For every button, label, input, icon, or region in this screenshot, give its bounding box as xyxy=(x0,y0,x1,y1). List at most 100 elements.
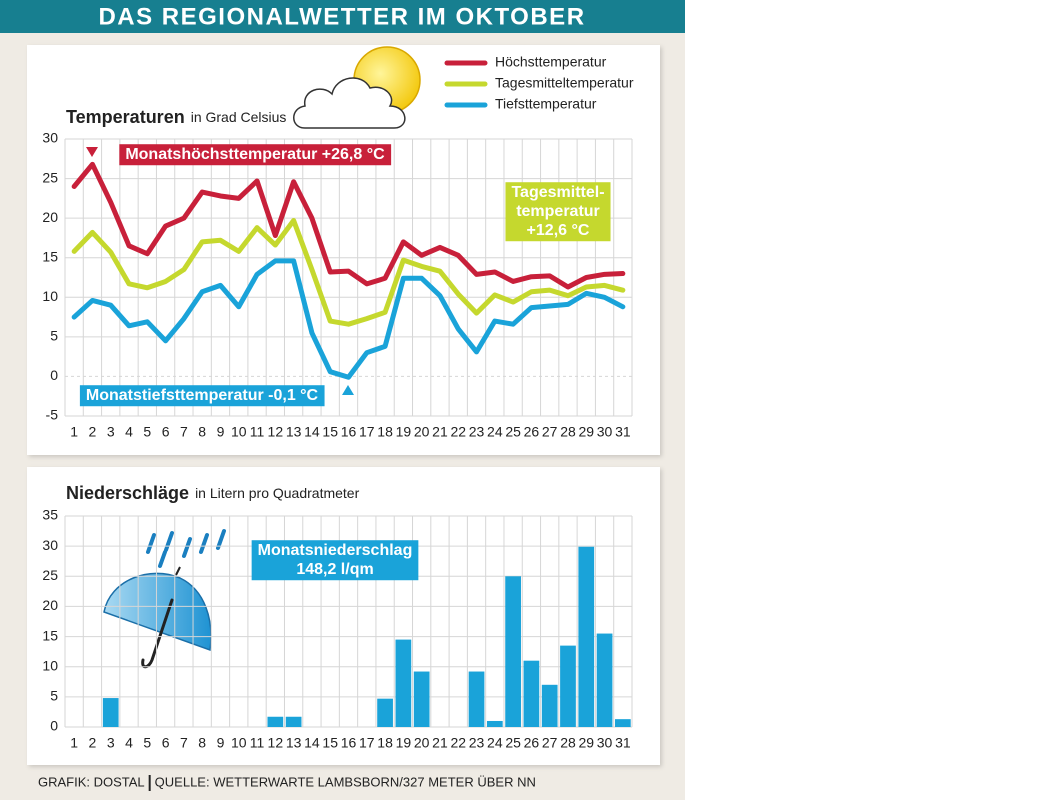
annotation-box xyxy=(79,385,325,407)
bar xyxy=(413,671,430,727)
x-tick-label: 21 xyxy=(432,424,448,440)
annotation-box xyxy=(251,540,419,581)
x-tick-label: 4 xyxy=(125,424,133,440)
legend-label: Tagesmitteltemperatur xyxy=(495,75,634,91)
legend-label: Tiefsttemperatur xyxy=(495,96,597,112)
x-tick-label: 2 xyxy=(89,735,97,751)
bar xyxy=(614,719,631,727)
x-tick-label: 18 xyxy=(377,424,393,440)
x-tick-label: 14 xyxy=(304,424,320,440)
x-tick-label: 15 xyxy=(322,735,338,751)
y-tick-label: 5 xyxy=(50,688,58,704)
annotation: Monatsniederschlag 148,2 l/qm xyxy=(251,540,419,581)
annotation-text: 148,2 l/qm xyxy=(296,561,373,578)
x-tick-label: 26 xyxy=(524,424,540,440)
x-tick-label: 16 xyxy=(341,735,357,751)
bar xyxy=(395,639,412,727)
x-tick-label: 7 xyxy=(180,424,188,440)
x-tick-label: 27 xyxy=(542,735,558,751)
x-tick-label: 5 xyxy=(143,735,151,751)
y-tick-label: 25 xyxy=(42,567,58,583)
x-tick-label: 13 xyxy=(286,424,302,440)
annotation: Tagesmittel-temperatur +12,6 °C xyxy=(505,182,611,242)
chart-title: Temperaturen xyxy=(66,107,185,127)
annotation-text: Monatstiefsttemperatur -0,1 °C xyxy=(86,387,319,404)
annotation: Monatshöchsttemperatur +26,8 °C xyxy=(119,144,392,166)
max-marker xyxy=(86,147,98,157)
x-tick-label: 23 xyxy=(469,424,485,440)
bar xyxy=(486,720,503,727)
x-tick-label: 22 xyxy=(450,424,466,440)
x-tick-label: 30 xyxy=(597,735,613,751)
footer-source: QUELLE: WETTERWARTE LAMBSBORN/327 METER … xyxy=(155,774,536,789)
x-tick-label: 7 xyxy=(180,735,188,751)
y-tick-label: 0 xyxy=(50,718,58,734)
temperature-line xyxy=(71,161,626,290)
x-tick-label: 20 xyxy=(414,424,430,440)
y-tick-label: 10 xyxy=(42,288,58,304)
x-tick-label: 9 xyxy=(217,735,225,751)
annotation-box xyxy=(505,182,611,242)
bar xyxy=(267,716,284,727)
annotation-text: +12,6 °C xyxy=(527,222,590,239)
x-tick-label: 15 xyxy=(322,424,338,440)
annotation-text: Tagesmittel- xyxy=(511,184,604,201)
x-tick-label: 25 xyxy=(505,424,521,440)
x-tick-label: 26 xyxy=(524,735,540,751)
temperature-line xyxy=(71,258,626,380)
bar xyxy=(505,576,521,727)
x-tick-label: 28 xyxy=(560,424,576,440)
annotation-text: temperatur xyxy=(516,203,600,220)
x-tick-label: 19 xyxy=(396,424,412,440)
bar xyxy=(596,633,613,727)
y-tick-label: 15 xyxy=(42,248,58,264)
annotation-text: Monatshöchsttemperatur +26,8 °C xyxy=(125,146,385,163)
x-tick-label: 29 xyxy=(578,735,594,751)
x-tick-label: 31 xyxy=(615,424,631,440)
x-tick-label: 6 xyxy=(162,424,170,440)
x-tick-label: 3 xyxy=(107,424,115,440)
bar xyxy=(285,716,302,727)
x-tick-label: 23 xyxy=(469,735,485,751)
y-tick-label: 30 xyxy=(42,130,58,146)
chart-title-group: Temperaturen in Grad Celsius xyxy=(66,107,286,127)
x-tick-label: 20 xyxy=(414,735,430,751)
x-tick-label: 31 xyxy=(615,735,631,751)
x-tick-label: 4 xyxy=(125,735,133,751)
x-tick-label: 27 xyxy=(542,424,558,440)
x-tick-label: 2 xyxy=(89,424,97,440)
x-tick-label: 6 xyxy=(162,735,170,751)
chart-subtitle: in Litern pro Quadratmeter xyxy=(195,485,360,501)
y-tick-label: 0 xyxy=(50,367,58,383)
x-tick-label: 1 xyxy=(70,424,78,440)
x-tick-label: 12 xyxy=(268,735,284,751)
y-tick-label: 10 xyxy=(42,657,58,673)
x-tick-label: 11 xyxy=(250,735,265,751)
x-tick-label: 10 xyxy=(231,735,247,751)
x-tick-label: 28 xyxy=(560,735,576,751)
footer-credit: GRAFIK: DOSTAL xyxy=(38,774,145,789)
chart-title: Niederschläge xyxy=(66,483,189,503)
x-tick-label: 1 xyxy=(70,735,78,751)
bar xyxy=(468,671,485,727)
x-tick-label: 16 xyxy=(341,424,357,440)
y-tick-label: 30 xyxy=(42,537,58,553)
x-tick-label: 17 xyxy=(359,735,375,751)
header-title: DAS REGIONALWETTER IM OKTOBER xyxy=(98,3,585,30)
bar xyxy=(578,546,595,727)
bar xyxy=(102,698,119,727)
bar xyxy=(377,698,393,727)
x-tick-label: 19 xyxy=(396,735,412,751)
annotation-box xyxy=(119,144,392,166)
y-tick-label: -5 xyxy=(46,407,59,423)
bar xyxy=(523,660,540,727)
annotation: Monatstiefsttemperatur -0,1 °C xyxy=(79,385,325,407)
x-tick-label: 22 xyxy=(450,735,466,751)
header-bar xyxy=(0,0,685,33)
y-tick-label: 25 xyxy=(42,169,58,185)
annotation-text: Monatsniederschlag xyxy=(258,542,413,559)
x-tick-label: 9 xyxy=(217,424,225,440)
y-tick-label: 5 xyxy=(50,328,58,344)
